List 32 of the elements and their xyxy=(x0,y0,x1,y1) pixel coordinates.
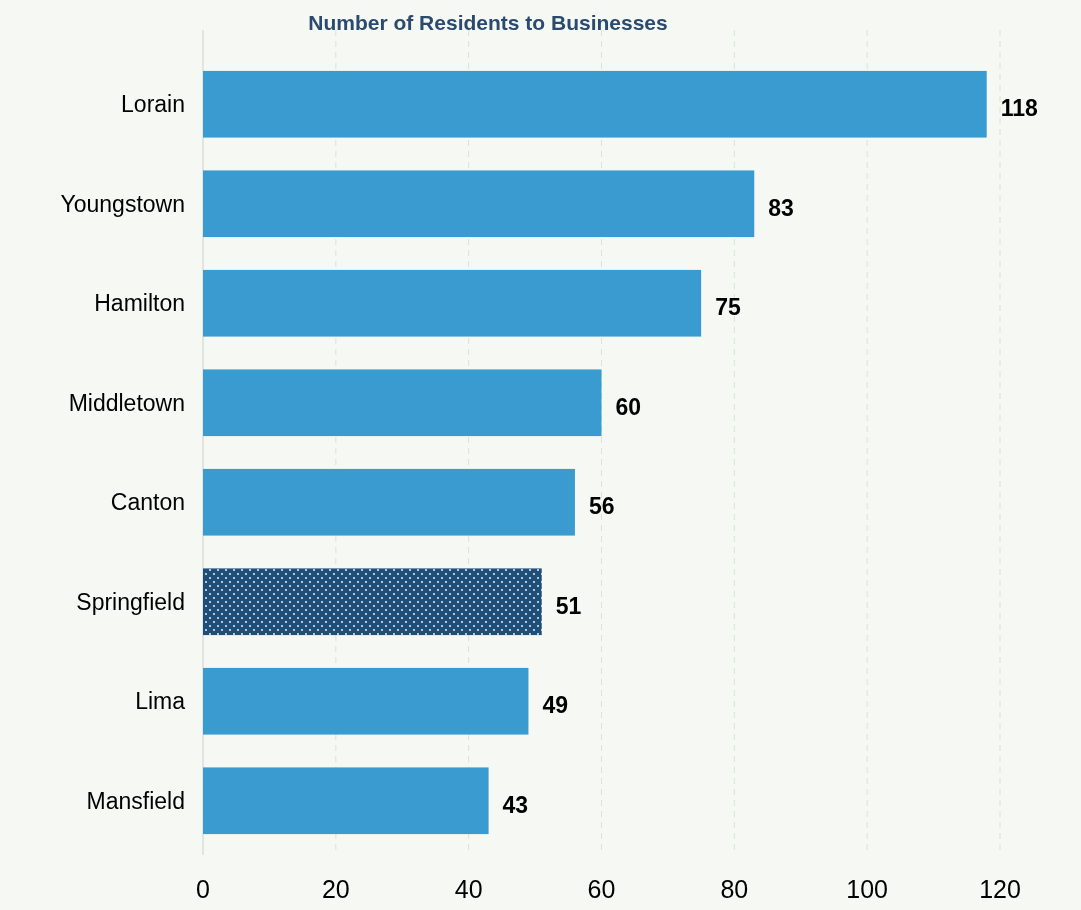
y-tick-label: Lorain xyxy=(121,91,185,118)
data-label: 51 xyxy=(555,592,582,619)
bar xyxy=(203,70,987,138)
chart-title: Number of Residents to Businesses xyxy=(308,11,668,34)
x-tick-label: 20 xyxy=(321,875,350,903)
x-tick-label: 80 xyxy=(720,875,749,903)
x-tick-label: 40 xyxy=(454,875,483,903)
bar xyxy=(203,767,489,835)
x-tick-label: 120 xyxy=(979,875,1021,903)
y-tick-label: Hamilton xyxy=(94,290,185,317)
x-tick-label: 60 xyxy=(587,875,616,903)
bar xyxy=(203,170,755,238)
data-label: 49 xyxy=(542,692,569,719)
bar xyxy=(203,667,529,735)
data-label: 60 xyxy=(615,393,642,420)
bar xyxy=(203,269,702,337)
bar xyxy=(203,568,542,636)
y-tick-label: Lima xyxy=(135,688,186,715)
data-label: 83 xyxy=(768,194,794,221)
y-tick-label: Springfield xyxy=(76,588,185,615)
data-label: 43 xyxy=(502,791,529,818)
y-tick-label: Mansfield xyxy=(86,787,185,814)
data-label: 75 xyxy=(715,294,741,321)
y-tick-label: Canton xyxy=(110,489,185,516)
data-label: 118 xyxy=(1000,95,1039,122)
data-label: 56 xyxy=(588,493,615,520)
y-tick-label: Youngstown xyxy=(60,190,185,217)
bar xyxy=(203,369,602,437)
x-tick-label: 0 xyxy=(196,875,210,903)
x-tick-label: 100 xyxy=(846,875,889,903)
bar xyxy=(203,468,575,536)
y-tick-label: Middletown xyxy=(68,389,185,416)
